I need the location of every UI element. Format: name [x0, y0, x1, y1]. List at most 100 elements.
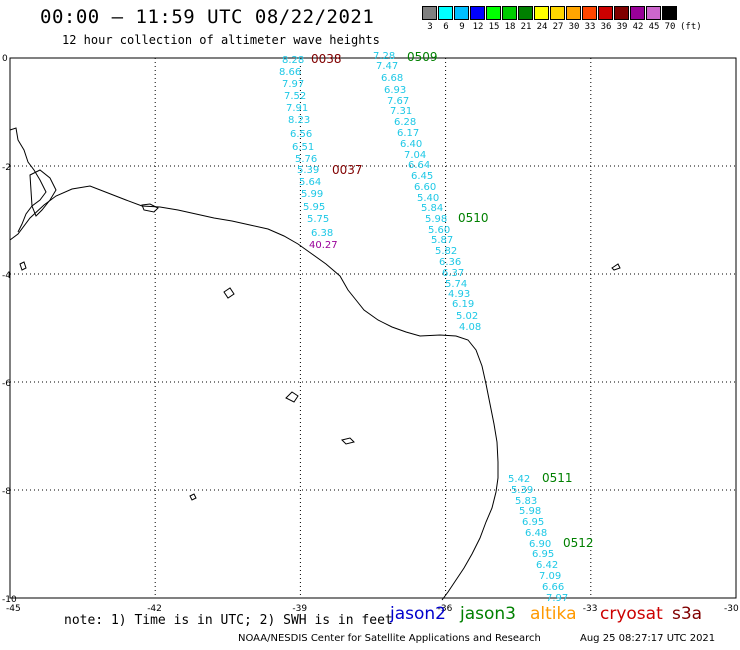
wave-height-value: 5.82: [435, 246, 457, 257]
color-scale-label: 30: [568, 22, 580, 32]
island: [223, 287, 235, 299]
wave-height-value: 6.36: [439, 257, 461, 268]
pass-id-label: 0511: [542, 471, 573, 485]
x-tick-label: -39: [292, 604, 307, 614]
color-scale-label: 42: [632, 22, 644, 32]
color-scale-label: 18: [504, 22, 516, 32]
color-scale-unit: (ft): [680, 22, 702, 32]
color-scale-label: 27: [552, 22, 564, 32]
wave-height-value: 5.75: [307, 214, 329, 225]
wave-height-value: 8.23: [288, 115, 310, 126]
color-scale-swatches: [422, 6, 702, 20]
wave-height-value: 7.97: [546, 593, 568, 604]
altimeter-tracks: 8.288.667.977.527.918.236.566.515.765.39…: [279, 51, 568, 604]
wave-height-value: 6.17: [397, 128, 419, 139]
wave-height-value: 6.19: [452, 299, 474, 310]
color-scale-swatch: [566, 6, 581, 20]
wave-height-value: 6.40: [400, 139, 422, 150]
wave-height-value: 8.66: [279, 67, 301, 78]
wave-height-value: 40.27: [309, 240, 338, 251]
wave-height-value: 6.45: [411, 171, 433, 182]
wave-height-value: 6.64: [408, 160, 430, 171]
color-scale-swatch: [502, 6, 517, 20]
wave-height-value: 4.08: [459, 322, 481, 333]
color-scale-swatch: [518, 6, 533, 20]
y-tick-label: -8: [2, 487, 11, 497]
wave-height-value: 6.68: [381, 73, 403, 84]
wave-height-value: 5.39: [297, 165, 319, 176]
coastline-fragment: [9, 127, 47, 233]
x-tick-label: -45: [6, 604, 21, 614]
wave-height-value: 6.37: [442, 268, 464, 279]
legend-item-altika: altika: [530, 604, 577, 624]
wave-height-value: 5.99: [301, 189, 323, 200]
color-scale-label: 21: [520, 22, 532, 32]
color-scale-label: 39: [616, 22, 628, 32]
color-scale-swatch: [470, 6, 485, 20]
color-scale-label: 3: [427, 22, 433, 32]
color-scale-swatch: [582, 6, 597, 20]
color-scale-swatch: [614, 6, 629, 20]
island: [341, 437, 355, 445]
y-tick-label: 0: [2, 54, 8, 64]
y-tick-label: -6: [2, 379, 11, 389]
wave-height-value: 5.83: [515, 496, 537, 507]
wave-height-value: 6.95: [532, 549, 554, 560]
island: [611, 263, 621, 271]
wave-height-value: 5.76: [295, 154, 317, 165]
color-scale-swatch: [598, 6, 613, 20]
wave-height-value: 5.02: [456, 311, 478, 322]
wave-height-value: 5.98: [425, 214, 447, 225]
wave-height-value: 6.60: [414, 182, 436, 193]
pass-id-label: 0512: [563, 536, 594, 550]
wave-height-value: 7.97: [282, 79, 304, 90]
y-tick-label: -2: [2, 163, 11, 173]
wave-height-value: 8.28: [282, 55, 304, 66]
pass-id-label: 0038: [311, 52, 342, 66]
coastline: [9, 185, 499, 601]
wave-height-value: 4.93: [448, 289, 470, 300]
x-tick-label: -30: [724, 604, 739, 614]
wave-height-value: 6.56: [290, 129, 312, 140]
color-scale-swatch: [646, 6, 661, 20]
color-scale-swatch: [662, 6, 677, 20]
pass-id-label: 0037: [332, 163, 363, 177]
wave-height-value: 7.47: [376, 61, 398, 72]
credit-text: NOAA/NESDIS Center for Satellite Applica…: [238, 633, 541, 644]
wave-height-value: 5.74: [445, 279, 467, 290]
island: [285, 391, 299, 403]
color-scale-label: 70: [664, 22, 676, 32]
wave-height-value: 7.91: [286, 103, 308, 114]
color-scale-swatch: [550, 6, 565, 20]
wave-height-value: 7.31: [390, 106, 412, 117]
wave-height-value: 5.39: [511, 485, 533, 496]
color-scale-swatch: [454, 6, 469, 20]
color-scale-label: 45: [648, 22, 660, 32]
color-scale-swatch: [486, 6, 501, 20]
color-scale-swatch: [438, 6, 453, 20]
wave-height-value: 5.84: [421, 203, 443, 214]
wave-height-value: 6.95: [522, 517, 544, 528]
wave-height-value: 7.04: [404, 150, 426, 161]
wave-height-value: 7.52: [284, 91, 306, 102]
timestamp-text: Aug 25 08:27:17 UTC 2021: [580, 633, 716, 644]
color-scale-label: 24: [536, 22, 548, 32]
wave-height-value: 5.98: [519, 506, 541, 517]
wave-height-value: 6.48: [525, 528, 547, 539]
color-scale-label: 9: [459, 22, 465, 32]
wave-height-value: 5.42: [508, 474, 530, 485]
x-tick-label: -42: [147, 604, 162, 614]
color-scale-swatch: [422, 6, 437, 20]
color-scale-label: 12: [472, 22, 484, 32]
x-tick-label: -36: [438, 604, 453, 614]
x-tick-label: -33: [583, 604, 598, 614]
color-scale-label: 33: [584, 22, 596, 32]
wave-height-value: 5.64: [299, 177, 321, 188]
y-tick-label: -4: [2, 271, 11, 281]
wave-height-value: 6.66: [542, 582, 564, 593]
wave-height-value: 5.60: [428, 225, 450, 236]
island: [19, 261, 27, 271]
wave-height-value: 6.28: [394, 117, 416, 128]
map-frame: [9, 57, 737, 599]
